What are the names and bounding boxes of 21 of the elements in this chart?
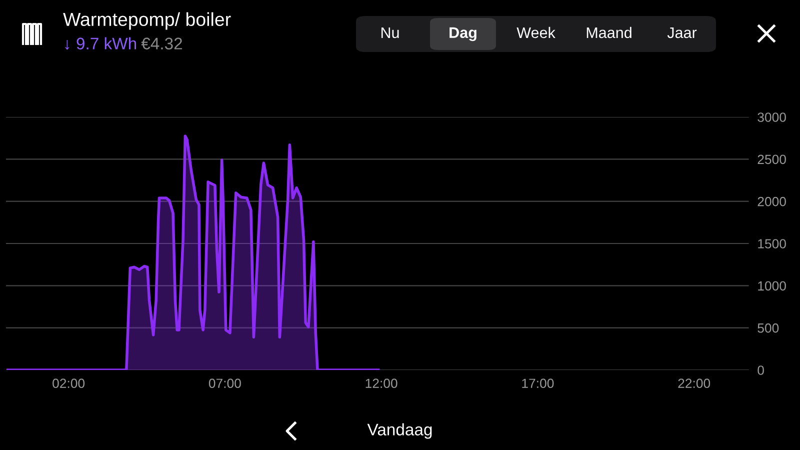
text: €4.32 — [141, 38, 182, 50]
y-tick-label: 1500 — [758, 239, 786, 248]
x-tick-label: 07:00 — [208, 378, 241, 388]
y-tick-label: 3000 — [758, 112, 786, 122]
y-tick-label: 2500 — [758, 154, 786, 164]
text: Nu — [381, 27, 399, 38]
y-tick-label: 0 — [758, 366, 764, 375]
text: Dag — [450, 27, 476, 42]
text: Maand — [586, 26, 632, 38]
x-tick-label: 17:00 — [522, 378, 554, 388]
y-tick-label: 500 — [758, 323, 779, 333]
y-tick-label: 1000 — [758, 281, 786, 291]
y-tick-label: 2000 — [758, 196, 786, 206]
text: Week — [516, 26, 556, 38]
x-tick-label: 12:00 — [366, 378, 398, 388]
chart-title: Warmtepomp/ boiler — [63, 12, 231, 30]
chart-subtitle: ↓ 9.7 kWh — [65, 37, 136, 50]
text: Jaar — [667, 27, 697, 38]
x-tick-label: 22:00 — [678, 378, 710, 388]
text: Vandaag — [367, 423, 432, 439]
x-tick-label: 02:00 — [52, 378, 85, 388]
